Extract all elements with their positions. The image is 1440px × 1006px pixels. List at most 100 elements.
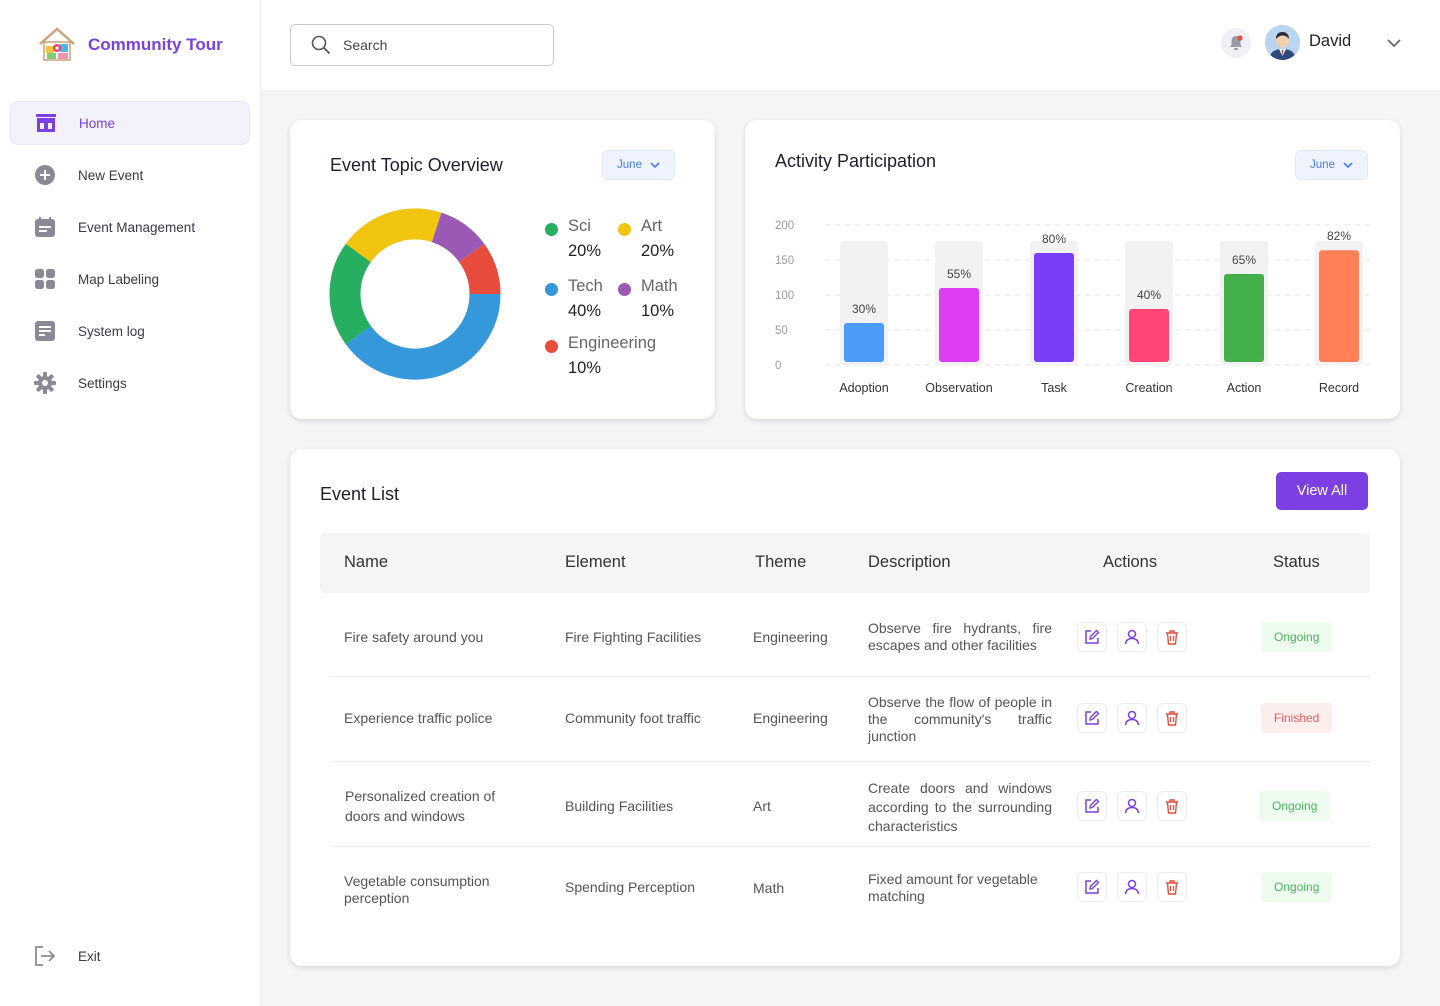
top-header: David (261, 0, 1440, 90)
donut-slice-sci (329, 243, 372, 345)
x-tick-label: Record (1319, 381, 1359, 395)
bar-value-label: 80% (1042, 232, 1066, 246)
table-header: Name Element Theme Description Actions S… (320, 533, 1370, 593)
brand[interactable]: Community Tour (36, 24, 223, 66)
log-icon (34, 320, 56, 342)
edit-button[interactable] (1077, 622, 1107, 652)
trash-icon (1166, 711, 1178, 726)
delete-button[interactable] (1157, 872, 1187, 902)
user-avatar-icon (1265, 25, 1300, 60)
user-icon (1124, 629, 1140, 645)
legend-value: 20% (641, 242, 675, 260)
assign-user-button[interactable] (1117, 872, 1147, 902)
trash-icon (1166, 799, 1178, 814)
legend-label: Engineering (568, 334, 657, 352)
sidebar-item-label: Settings (78, 375, 127, 391)
sidebar: Community Tour Home New Event Event Mana… (0, 0, 261, 1006)
search-box[interactable] (290, 24, 554, 66)
event-description: Observe the flow of people in the commun… (868, 694, 1052, 744)
sidebar-item-system-log[interactable]: System log (10, 309, 250, 353)
legend-value: 10% (568, 359, 602, 377)
bar-value-label: 30% (852, 302, 876, 316)
x-tick-label: Task (1041, 381, 1067, 395)
y-tick-label: 150 (775, 255, 794, 267)
assign-user-button[interactable] (1117, 703, 1147, 733)
view-all-button[interactable]: View All (1276, 472, 1368, 510)
notification-button[interactable] (1221, 28, 1251, 58)
exit-icon (34, 945, 56, 967)
legend-dot (545, 223, 558, 236)
bar-value-label: 82% (1327, 229, 1351, 243)
event-theme: Art (753, 798, 771, 814)
user-icon (1124, 879, 1140, 895)
sidebar-item-settings[interactable]: Settings (10, 361, 250, 405)
event-list-title: Event List (320, 484, 400, 504)
event-name: Fire safety around you (344, 629, 484, 645)
calendar-icon (34, 216, 56, 238)
month-select-value: June (1310, 159, 1335, 171)
event-description: Fixed amount for vegetable matching (868, 871, 1038, 904)
event-element: Fire Fighting Facilities (565, 629, 702, 645)
edit-button[interactable] (1077, 872, 1107, 902)
search-input[interactable] (343, 37, 543, 53)
edit-button[interactable] (1077, 703, 1107, 733)
month-select[interactable]: June (1295, 150, 1368, 180)
exit-button[interactable]: Exit (10, 934, 250, 978)
sidebar-item-new-event[interactable]: New Event (10, 153, 250, 197)
legend-value: 40% (568, 302, 602, 320)
event-name: Vegetable consumption perception (344, 873, 490, 906)
y-tick-label: 200 (775, 220, 794, 232)
status-badge: Ongoing (1261, 622, 1333, 652)
bell-icon (1230, 35, 1243, 50)
status-badge: Finished (1261, 703, 1333, 733)
column-header-theme: Theme (755, 553, 807, 571)
edit-icon (1085, 879, 1100, 894)
status-badge: Ongoing (1259, 791, 1331, 821)
x-tick-label: Adoption (839, 381, 888, 395)
assign-user-button[interactable] (1117, 622, 1147, 652)
donut-slice-tech (345, 293, 501, 380)
bar-value-label: 65% (1232, 253, 1256, 267)
sidebar-item-label: Map Labeling (78, 271, 160, 287)
table-row: Personalized creation of doors and windo… (330, 762, 1370, 847)
event-description: Observe fire hydrants, fire escapes and … (868, 620, 1052, 653)
bar-record (1319, 250, 1359, 362)
event-list-card: Event List View All Name Element Theme D… (290, 449, 1400, 966)
edit-button[interactable] (1077, 791, 1107, 821)
legend-value: 20% (568, 242, 602, 260)
sidebar-item-event-management[interactable]: Event Management (10, 205, 250, 249)
column-header-actions: Actions (1103, 553, 1158, 571)
assign-user-button[interactable] (1117, 791, 1147, 821)
activity-participation-card: Activity Participation June 200 150 100 50 0… (745, 120, 1400, 419)
brand-name: Community Tour (88, 35, 223, 54)
event-theme: Engineering (753, 629, 828, 645)
status-badge: Ongoing (1261, 872, 1333, 902)
edit-icon (1085, 710, 1100, 725)
user-menu-chevron-down-icon[interactable] (1383, 32, 1405, 54)
y-tick-label: 100 (775, 290, 794, 302)
month-select[interactable]: June (602, 150, 675, 180)
sidebar-item-label: Home (79, 115, 116, 131)
table-row: Experience traffic police Community foot… (330, 677, 1370, 762)
user-icon (1124, 798, 1140, 814)
delete-button[interactable] (1157, 791, 1187, 821)
delete-button[interactable] (1157, 703, 1187, 733)
sidebar-item-map-labeling[interactable]: Map Labeling (10, 257, 250, 301)
event-name: Experience traffic police (344, 710, 493, 726)
avatar[interactable] (1265, 25, 1300, 60)
gear-icon (34, 372, 56, 394)
delete-button[interactable] (1157, 622, 1187, 652)
chevron-down-icon (1343, 161, 1353, 168)
sidebar-item-home[interactable]: Home (10, 101, 250, 145)
donut-slice-math (431, 212, 485, 263)
bar-action (1224, 274, 1264, 362)
column-header-status: Status (1273, 553, 1320, 571)
home-icon (35, 112, 57, 134)
bar-chart: 200 150 100 50 0 30% Adoption 55% Observation 80%… (775, 220, 1370, 395)
exit-label: Exit (78, 948, 101, 964)
event-theme: Math (753, 880, 785, 896)
legend-dot (618, 283, 631, 296)
bar-value-label: 40% (1137, 288, 1161, 302)
legend-dot (545, 283, 558, 296)
sidebar-item-label: System log (78, 323, 145, 339)
